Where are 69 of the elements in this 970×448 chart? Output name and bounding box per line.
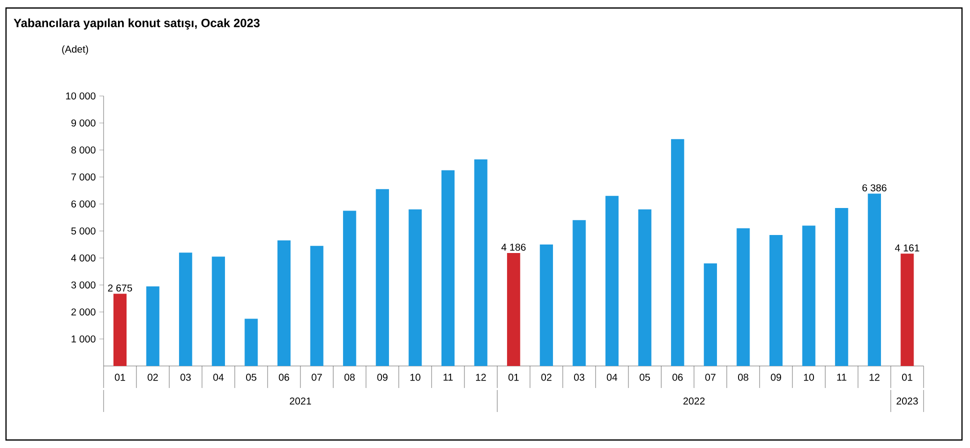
x-tick-label: 11 [837, 374, 846, 381]
text: 2023 [896, 398, 918, 405]
bar [179, 252, 192, 366]
x-tick-label: 05 [640, 374, 650, 381]
bar [507, 252, 520, 366]
bar [310, 246, 324, 366]
x-tick-label: 05 [246, 374, 256, 381]
y-tick-label: 2 000 [71, 308, 96, 316]
bar [113, 294, 127, 366]
bar [638, 209, 652, 366]
bar [343, 210, 356, 366]
x-tick-label: 02 [541, 374, 552, 381]
x-tick-label: 10 [410, 374, 420, 381]
bar [900, 254, 914, 366]
x-tick-label: 12 [476, 374, 486, 381]
x-tick-label: 07 [705, 374, 716, 381]
data-label: 4 161 [894, 244, 920, 252]
x-tick-label: 08 [344, 374, 355, 381]
x-tick-label: 01 [902, 374, 912, 381]
x-tick-label: 01 [508, 374, 519, 381]
bar [146, 286, 160, 366]
bar [540, 244, 553, 366]
bar [704, 263, 717, 366]
bar [868, 194, 881, 366]
x-tick-label: 03 [574, 374, 584, 381]
x-tick-label: 01 [114, 374, 126, 381]
bar [605, 196, 619, 366]
bar [769, 235, 783, 366]
bar [408, 209, 422, 366]
chart-title: Yabancılara yapılan konut satışı, Ocak 2023 [14, 18, 260, 30]
bar [244, 318, 258, 366]
data-label: 4 186 [501, 244, 526, 251]
bar [736, 228, 750, 366]
y-tick-label: 6 000 [71, 200, 96, 208]
bar [474, 159, 488, 366]
y-tick-label: 1 000 [72, 335, 96, 343]
x-tick-label: 07 [312, 374, 322, 381]
y-tick-label: 7 000 [71, 173, 96, 181]
y-tick-label: 3 000 [71, 281, 96, 289]
text: 2021 [290, 398, 312, 405]
x-tick-label: 10 [804, 374, 814, 381]
y-tick-label: 4 000 [71, 254, 96, 262]
bar [572, 220, 586, 366]
data-label: 2 675 [108, 284, 132, 292]
x-tick-label: 09 [770, 374, 782, 381]
x-tick-label: 06 [672, 374, 683, 381]
text: 2022 [683, 398, 705, 405]
x-tick-label: 12 [870, 374, 880, 381]
x-tick-label: 03 [180, 374, 191, 381]
y-tick-label: 5 000 [71, 227, 96, 235]
y-tick-label: 10 000 [66, 92, 96, 100]
bar [802, 226, 816, 366]
x-tick-label: 06 [278, 374, 290, 381]
bar [212, 256, 225, 366]
data-label: 6 386 [862, 184, 886, 192]
y-axis-title: (Adet) [62, 45, 88, 55]
bar [441, 170, 455, 366]
bar [835, 208, 848, 366]
x-tick-label: 09 [377, 374, 388, 381]
y-tick-label: 8 000 [71, 146, 96, 154]
bar [671, 139, 684, 366]
y-tick-label: 9 000 [71, 119, 96, 127]
bar [277, 240, 291, 366]
x-tick-label: 08 [738, 374, 748, 381]
x-tick-label: 04 [213, 374, 224, 381]
x-tick-label: 11 [444, 374, 453, 381]
x-tick-label: 04 [606, 374, 618, 381]
x-tick-label: 02 [148, 374, 158, 381]
bar [376, 189, 389, 366]
